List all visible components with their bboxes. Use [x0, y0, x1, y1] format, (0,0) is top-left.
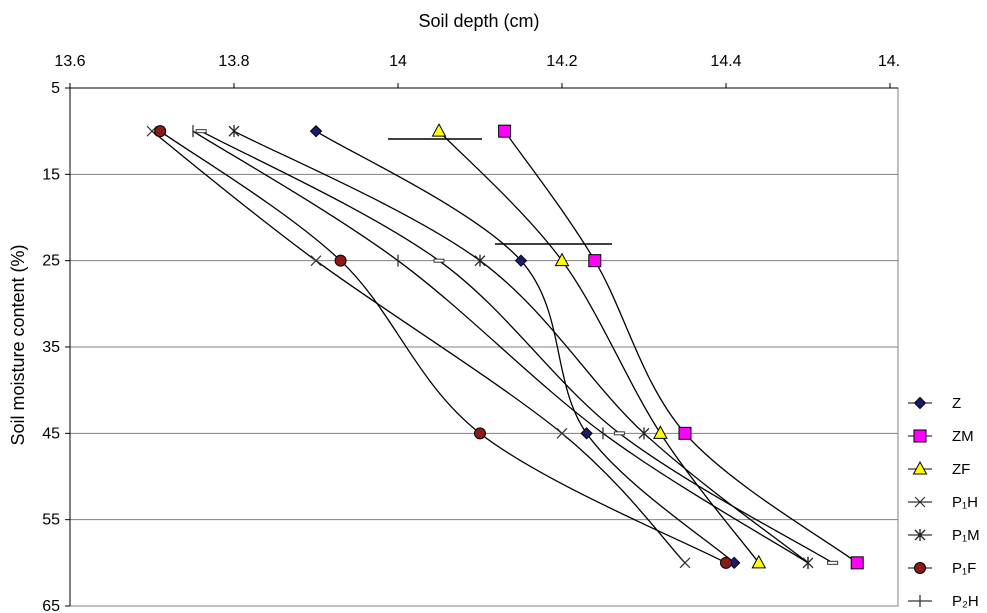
y-tick-label: 55 [42, 512, 60, 529]
series-p₂h [192, 125, 809, 569]
legend-item: P₁M [908, 527, 980, 544]
series-line [315, 130, 735, 564]
data-point [720, 556, 732, 569]
data-point [514, 254, 528, 267]
legend-label: ZM [952, 428, 974, 445]
legend-label: ZF [952, 461, 970, 478]
axes: 13.6 13.8 14 14.2 14.4 14. 5 15 25 35 45 55 65 [42, 53, 900, 613]
series-line [159, 130, 727, 564]
series-zf [431, 123, 767, 569]
x-tick-label: 13.6 [54, 53, 85, 70]
legend-item: ZF [908, 460, 970, 478]
legend-item: ZM [908, 428, 974, 445]
y-tick-label: 15 [42, 166, 60, 183]
legend-swatch-marker [914, 529, 926, 541]
data-point [653, 425, 668, 439]
data-point [588, 254, 602, 268]
data-point [474, 427, 486, 440]
data-point [433, 258, 445, 263]
series-p₁h [146, 125, 691, 569]
data-point [554, 252, 570, 267]
series-line [151, 130, 686, 564]
data-point [310, 255, 322, 267]
y-tick-label: 25 [42, 253, 60, 270]
data-point [154, 125, 167, 138]
y-tick-label: 65 [42, 598, 60, 613]
series-zm [498, 124, 864, 570]
data-point [678, 426, 692, 440]
legend-item: P₁H [908, 494, 978, 511]
data-point [679, 557, 691, 569]
data-point [309, 124, 323, 138]
data-point [431, 123, 447, 137]
x-tick-label: 14.2 [546, 53, 577, 70]
data-point [498, 124, 512, 138]
series-layer [146, 123, 864, 570]
data-point [195, 129, 207, 134]
y-tick-label: 35 [42, 339, 60, 356]
data-point [827, 560, 839, 565]
data-point [638, 427, 650, 440]
data-point [613, 431, 625, 436]
series-p₁f [154, 125, 732, 569]
data-point [228, 125, 240, 138]
chart-title: Soil depth (cm) [418, 11, 539, 31]
data-point [850, 556, 864, 570]
legend-swatch-marker [913, 396, 927, 410]
y-axis-label: Soil moisture content (%) [8, 244, 28, 445]
series-line [438, 130, 760, 564]
x-tick-label: 14. [878, 53, 900, 70]
legend-item: P₁F [908, 560, 976, 577]
legend-label: P₁M [952, 527, 980, 544]
legend: Z ZM ZF P₁H P₁M P₁F P₂H [908, 395, 980, 610]
data-point [751, 554, 767, 569]
legend-label: P₂H [952, 593, 979, 610]
data-point [580, 427, 593, 440]
series-unlabeled [195, 129, 839, 565]
series-line [200, 130, 833, 564]
legend-label: P₁H [952, 494, 978, 511]
x-tick-label: 13.8 [218, 53, 249, 70]
legend-label: P₁F [952, 560, 976, 577]
data-point [474, 254, 486, 267]
y-tick-label: 45 [42, 425, 60, 442]
series-z [309, 124, 741, 570]
y-tick-label: 5 [51, 80, 60, 97]
data-point [556, 427, 568, 439]
series-line [504, 130, 858, 564]
legend-label: Z [952, 395, 961, 412]
legend-swatch-marker [912, 460, 928, 475]
error-bars [388, 138, 612, 245]
legend-swatch-marker [914, 562, 926, 574]
legend-item: Z [908, 395, 961, 412]
legend-swatch-marker [913, 429, 927, 443]
x-tick-label: 14 [389, 53, 407, 70]
series-line [192, 130, 809, 564]
legend-item: P₂H [908, 593, 979, 610]
legend-swatch-marker [914, 496, 926, 508]
data-point [334, 254, 347, 267]
x-tick-label: 14.4 [710, 53, 741, 70]
